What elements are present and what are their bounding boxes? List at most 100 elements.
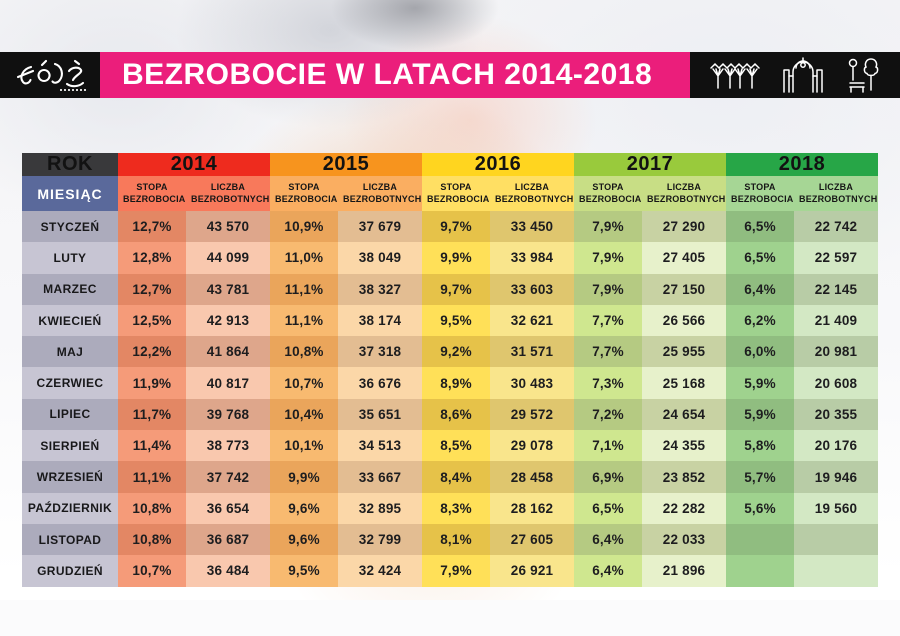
rate-subheader: STOPA BEZROBOCIA	[574, 176, 642, 211]
count-cell: 29 078	[490, 430, 574, 462]
rate-cell: 9,5%	[422, 304, 490, 337]
rate-cell: 7,9%	[574, 211, 642, 243]
rate-cell: 10,8%	[118, 492, 186, 524]
rate-cell: 11,1%	[118, 461, 186, 493]
lodz-logo-box	[0, 52, 100, 98]
rate-cell	[726, 555, 794, 587]
logo-caption-marks	[60, 89, 86, 91]
month-label: LIPIEC	[22, 398, 118, 431]
table-row: LIPIEC 11,7% 39 768 10,4% 35 651 8,6% 29 572 7,…	[22, 398, 878, 431]
count-cell: 36 484	[186, 555, 270, 587]
count-cell: 28 162	[490, 492, 574, 524]
unemployment-table-wrap: ROK 2014 2015 2016 2017 2018 MIESIĄC STO…	[22, 153, 878, 587]
count-cell: 21 896	[642, 555, 726, 587]
month-label: PAŹDZIERNIK	[22, 492, 118, 524]
table-row: KWIECIEŃ 12,5% 42 913 11,1% 38 174 9,5% 32 621…	[22, 304, 878, 337]
count-cell: 28 458	[490, 461, 574, 493]
month-label: MAJ	[22, 336, 118, 368]
rate-cell: 7,3%	[574, 367, 642, 399]
count-cell: 30 483	[490, 367, 574, 399]
count-cell: 20 608	[794, 367, 878, 399]
count-cell: 31 571	[490, 336, 574, 368]
rate-cell: 9,7%	[422, 211, 490, 243]
rate-cell: 5,8%	[726, 430, 794, 462]
rate-cell: 11,9%	[118, 367, 186, 399]
table-row: GRUDZIEŃ 10,7% 36 484 9,5% 32 424 7,9% 26 921 6…	[22, 555, 878, 587]
year-header-2016: 2016	[422, 153, 574, 176]
rate-cell: 8,5%	[422, 430, 490, 462]
rate-cell: 6,4%	[726, 273, 794, 305]
count-cell: 32 621	[490, 304, 574, 337]
month-label: KWIECIEŃ	[22, 304, 118, 337]
rate-cell: 6,0%	[726, 336, 794, 368]
gate-icon	[783, 57, 823, 93]
rate-cell: 8,9%	[422, 367, 490, 399]
count-cell: 19 946	[794, 461, 878, 493]
table-row: MARZEC 12,7% 43 781 11,1% 38 327 9,7% 33 603 7,…	[22, 273, 878, 305]
count-cell: 36 654	[186, 492, 270, 524]
count-cell: 27 150	[642, 273, 726, 305]
count-cell: 38 773	[186, 430, 270, 462]
rate-subheader: STOPA BEZROBOCIA	[270, 176, 338, 211]
month-label: MARZEC	[22, 273, 118, 305]
park-icon	[848, 58, 879, 93]
count-cell: 35 651	[338, 398, 422, 431]
rate-cell: 10,4%	[270, 398, 338, 431]
rok-header: ROK	[22, 153, 118, 176]
count-cell: 32 895	[338, 492, 422, 524]
rate-cell: 6,5%	[726, 211, 794, 243]
rate-cell: 11,1%	[270, 273, 338, 305]
rate-cell: 7,7%	[574, 336, 642, 368]
landmark-icons-box	[690, 52, 900, 98]
rate-cell: 12,7%	[118, 273, 186, 305]
rate-cell: 5,9%	[726, 367, 794, 399]
count-cell: 40 817	[186, 367, 270, 399]
rate-cell: 7,9%	[574, 242, 642, 274]
count-cell: 22 597	[794, 242, 878, 274]
count-cell: 43 781	[186, 273, 270, 305]
count-cell: 36 676	[338, 367, 422, 399]
rate-cell: 11,0%	[270, 242, 338, 274]
rate-cell: 5,9%	[726, 398, 794, 431]
month-label: STYCZEŃ	[22, 211, 118, 243]
month-label: CZERWIEC	[22, 367, 118, 399]
rate-cell: 12,5%	[118, 304, 186, 337]
count-subheader: LICZBA BEZROBOTNYCH	[642, 176, 726, 211]
count-subheader: LICZBA BEZROBOTNYCH	[794, 176, 878, 211]
month-label: LUTY	[22, 242, 118, 274]
count-cell: 38 327	[338, 273, 422, 305]
rate-cell: 10,8%	[270, 336, 338, 368]
year-header-2018: 2018	[726, 153, 878, 176]
count-subheader: LICZBA BEZROBOTNYCH	[490, 176, 574, 211]
count-cell: 27 405	[642, 242, 726, 274]
count-cell: 19 560	[794, 492, 878, 524]
month-label: LISTOPAD	[22, 523, 118, 556]
rate-cell: 9,6%	[270, 523, 338, 556]
count-cell: 24 355	[642, 430, 726, 462]
count-cell: 26 566	[642, 304, 726, 337]
rate-cell: 7,9%	[422, 555, 490, 587]
count-cell: 42 913	[186, 304, 270, 337]
rate-cell: 12,7%	[118, 211, 186, 243]
rate-cell: 6,5%	[726, 242, 794, 274]
rate-cell: 8,6%	[422, 398, 490, 431]
count-cell: 23 852	[642, 461, 726, 493]
count-subheader: LICZBA BEZROBOTNYCH	[338, 176, 422, 211]
count-cell: 21 409	[794, 304, 878, 337]
rate-cell	[726, 523, 794, 556]
title-bar: BEZROBOCIE W LATACH 2014-2018	[100, 52, 690, 98]
count-cell: 38 174	[338, 304, 422, 337]
rate-cell: 10,7%	[270, 367, 338, 399]
count-cell: 36 687	[186, 523, 270, 556]
count-cell: 20 176	[794, 430, 878, 462]
rate-cell: 9,7%	[422, 273, 490, 305]
rate-cell: 8,1%	[422, 523, 490, 556]
rate-cell: 6,5%	[574, 492, 642, 524]
subheader-row: MIESIĄC STOPA BEZROBOCIA LICZBA BEZROBOT…	[22, 176, 878, 211]
year-header-row: ROK 2014 2015 2016 2017 2018	[22, 153, 878, 176]
table-body: STYCZEŃ 12,7% 43 570 10,9% 37 679 9,7% 33 450 7…	[22, 211, 878, 587]
rate-cell: 11,7%	[118, 398, 186, 431]
table-row: SIERPIEŃ 11,4% 38 773 10,1% 34 513 8,5% 29 078…	[22, 430, 878, 462]
count-cell: 32 424	[338, 555, 422, 587]
count-cell: 39 768	[186, 398, 270, 431]
